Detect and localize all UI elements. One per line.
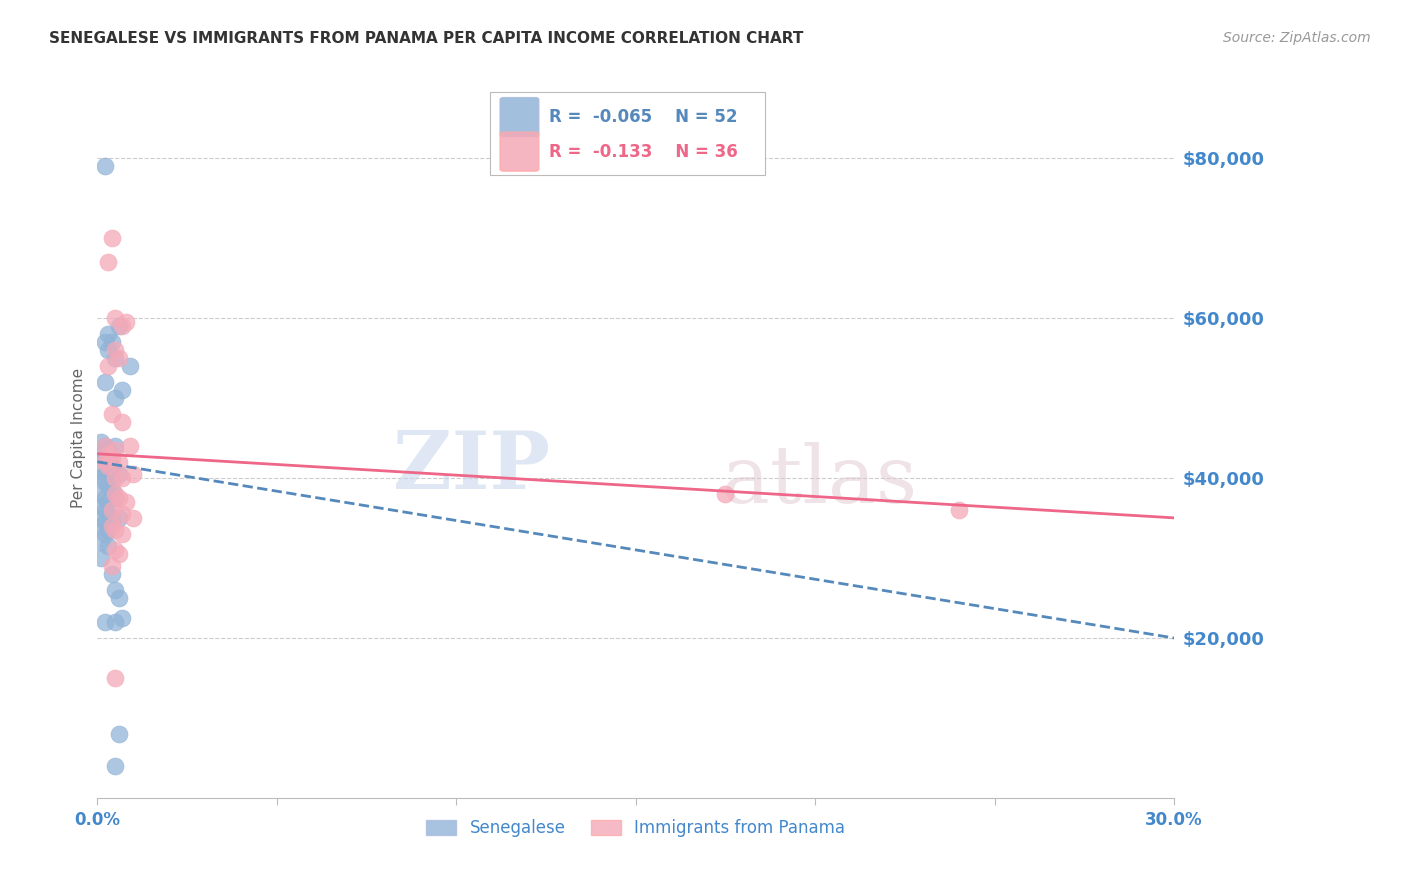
Point (97, 495, 120, 509)
Point (97, 326, 120, 341)
Point (100, 450, 122, 465)
Point (100, 483, 122, 497)
Point (100, 519, 122, 533)
Text: R =  -0.133    N = 36: R = -0.133 N = 36 (548, 143, 737, 161)
Point (97, 479, 120, 493)
Point (90, 463, 112, 477)
Point (97, 343, 120, 357)
Point (93, 159, 115, 173)
Point (93, 439, 115, 453)
FancyBboxPatch shape (501, 132, 538, 171)
Point (108, 491, 131, 505)
Point (100, 407, 122, 421)
Point (93, 527, 115, 541)
Point (104, 391, 127, 405)
Point (118, 439, 141, 453)
Point (104, 615, 127, 629)
Point (111, 507, 134, 521)
Point (97, 455, 120, 469)
Point (108, 591, 131, 605)
Point (111, 471, 134, 485)
Point (104, 310, 127, 325)
Point (111, 527, 134, 541)
Point (93, 334, 115, 349)
Point (100, 558, 122, 573)
Legend: Senegalese, Immigrants from Panama: Senegalese, Immigrants from Panama (420, 813, 852, 844)
Point (93, 491, 115, 505)
Point (100, 230, 122, 244)
Point (122, 511, 145, 525)
Point (104, 471, 127, 485)
Point (108, 351, 131, 365)
Point (104, 351, 127, 365)
Point (97, 523, 120, 537)
Text: Source: ZipAtlas.com: Source: ZipAtlas.com (1223, 31, 1371, 45)
Point (100, 471, 122, 485)
Point (108, 547, 131, 561)
Point (90, 511, 112, 525)
Point (111, 611, 134, 625)
Point (93, 439, 115, 453)
Point (714, 487, 737, 501)
Point (90, 499, 112, 513)
Point (948, 503, 970, 517)
Point (97, 254, 120, 268)
Point (104, 442, 127, 457)
Point (93, 455, 115, 469)
Point (97, 539, 120, 553)
Point (108, 318, 131, 333)
Text: R =  -0.065    N = 52: R = -0.065 N = 52 (548, 108, 737, 126)
Point (97, 359, 120, 373)
Point (108, 511, 131, 525)
Point (93, 375, 115, 389)
Point (100, 503, 122, 517)
Point (90, 434, 112, 449)
Point (118, 359, 141, 373)
Point (93, 475, 115, 489)
Point (100, 566, 122, 581)
Point (108, 467, 131, 481)
Point (104, 487, 127, 501)
Point (111, 415, 134, 429)
FancyBboxPatch shape (491, 92, 765, 175)
Point (93, 503, 115, 517)
Point (122, 467, 145, 481)
Point (97, 458, 120, 473)
FancyBboxPatch shape (501, 97, 538, 136)
Point (97, 442, 120, 457)
Point (108, 727, 131, 741)
Point (115, 315, 138, 329)
Point (90, 487, 112, 501)
Point (100, 458, 122, 473)
Point (93, 450, 115, 465)
Text: atlas: atlas (721, 442, 917, 520)
Point (90, 535, 112, 549)
Point (93, 467, 115, 481)
Point (104, 439, 127, 453)
Point (104, 523, 127, 537)
Y-axis label: Per Capita Income: Per Capita Income (72, 368, 86, 508)
Point (97, 447, 120, 461)
Point (90, 550, 112, 565)
Point (108, 455, 131, 469)
Point (104, 671, 127, 685)
Point (97, 507, 120, 521)
Point (111, 318, 134, 333)
Point (104, 491, 127, 505)
Text: ZIP: ZIP (392, 427, 550, 506)
Point (104, 582, 127, 597)
Point (90, 471, 112, 485)
Point (93, 615, 115, 629)
Point (93, 515, 115, 529)
Point (104, 343, 127, 357)
Point (100, 511, 122, 525)
Point (104, 542, 127, 557)
Point (100, 334, 122, 349)
Point (104, 759, 127, 773)
Point (111, 383, 134, 397)
Text: SENEGALESE VS IMMIGRANTS FROM PANAMA PER CAPITA INCOME CORRELATION CHART: SENEGALESE VS IMMIGRANTS FROM PANAMA PER… (49, 31, 804, 46)
Point (90, 519, 112, 533)
Point (90, 447, 112, 461)
Point (115, 495, 138, 509)
